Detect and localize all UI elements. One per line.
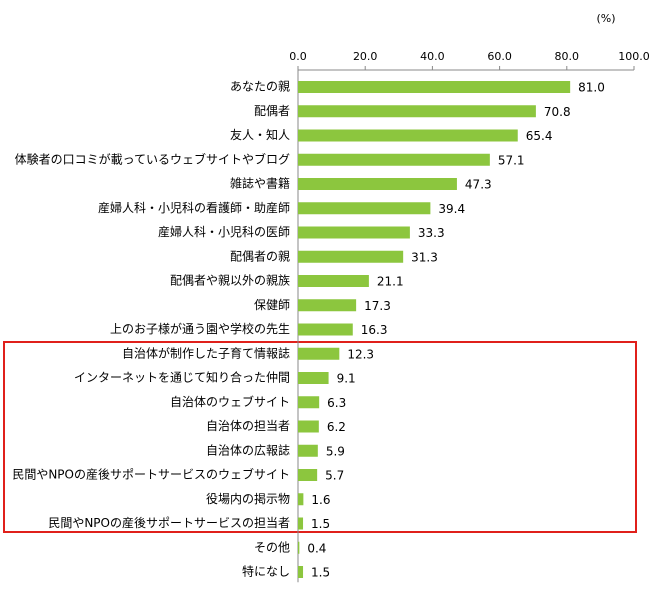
bar [298,105,536,118]
category-label: インターネットを通じて知り合った仲間 [74,370,290,385]
bar [298,396,320,409]
value-label: 65.4 [526,129,553,143]
bar [298,420,319,433]
bar [298,178,457,190]
category-label: 保健師 [254,298,290,312]
bar [298,323,353,336]
value-label: 1.5 [311,517,330,531]
value-label: 17.3 [364,299,391,313]
category-label: 自治体の広報誌 [206,442,290,457]
value-label: 81.0 [578,81,605,95]
bar [298,469,318,481]
category-label: 雑誌や書籍 [230,176,290,191]
value-label: 6.2 [327,420,346,434]
category-label: 友人・知人 [230,128,290,142]
highlight-box [3,341,637,533]
x-tick-label: 0.0 [289,50,307,63]
value-label: 31.3 [411,250,438,264]
value-label: 21.1 [377,275,404,289]
value-label: 5.7 [325,469,344,483]
value-label: 5.9 [326,444,345,458]
category-label: 産婦人科・小児科の看護師・助産師 [98,200,290,215]
unit-label: (%) [596,12,615,25]
bar [298,153,490,166]
bar [298,541,300,554]
value-label: 6.3 [327,396,346,410]
bar [298,444,318,457]
category-label: 役場内の掲示物 [206,491,290,506]
value-label: 33.3 [418,226,445,240]
category-label: 自治体が制作した子育て情報誌 [122,345,290,360]
category-label: 上のお子様が通う園や学校の先生 [110,321,290,336]
value-label: 9.1 [337,372,356,386]
category-label: 配偶者の親 [230,249,290,263]
bar [298,275,369,287]
bar [298,517,304,530]
category-label: その他 [254,540,290,554]
value-label: 47.3 [465,178,492,192]
value-label: 39.4 [438,202,465,216]
x-tick-label: 60.0 [487,50,512,63]
category-label: 特になし [242,564,290,579]
value-label: 70.8 [544,105,571,119]
value-label: 12.3 [347,347,374,361]
value-label: 1.6 [311,493,330,507]
category-label: 配偶者や親以外の親族 [170,274,290,288]
bar [298,226,410,239]
category-label: 自治体のウェブサイト [170,394,290,409]
value-label: 1.5 [311,566,330,580]
x-tick-label: 100.0 [618,50,650,63]
bar [298,347,340,360]
category-label: 体験者の口コミが載っているウェブサイトやブログ [15,151,290,166]
bar [298,129,518,142]
category-label: 配偶者 [254,104,290,118]
category-label: 産婦人科・小児科の医師 [158,224,290,239]
category-label: あなたの親 [230,80,290,94]
bar [298,493,304,506]
category-label: 民間やNPOの産後サポートサービスの担当者 [48,515,290,530]
x-tick-label: 20.0 [353,50,378,63]
x-tick-label: 40.0 [420,50,445,63]
value-label: 0.4 [307,541,326,555]
value-label: 16.3 [361,323,388,337]
category-label: 自治体の担当者 [206,419,290,433]
bar [298,81,571,93]
value-label: 57.1 [498,153,525,167]
bar [298,202,431,215]
x-tick-label: 80.0 [555,50,580,63]
bar [298,566,304,578]
category-label: 民間やNPOの産後サポートサービスのウェブサイト [12,467,290,482]
bar [298,372,329,384]
bar [298,250,404,263]
bar [298,299,357,312]
